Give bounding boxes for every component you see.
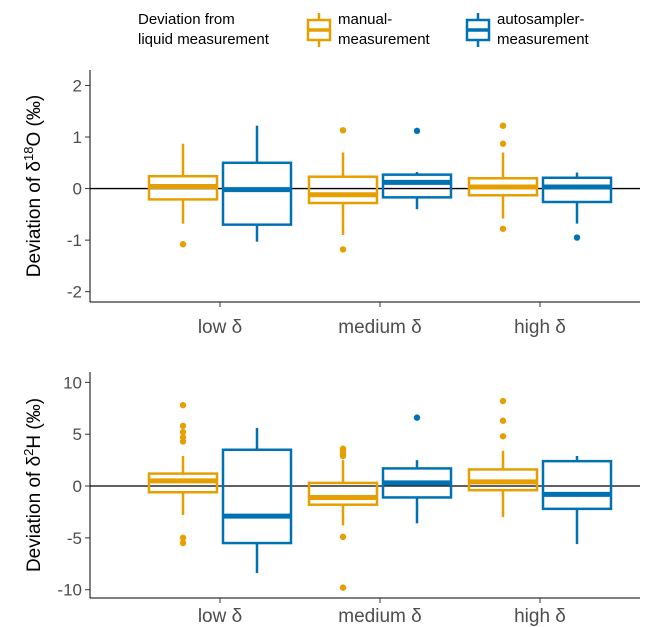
- iqr-box: [307, 175, 379, 205]
- iqr-box: [221, 448, 293, 545]
- box-manual-0: [147, 401, 219, 547]
- legend-label-manual-line1: manual-: [338, 11, 392, 28]
- y-tick-label: -10: [57, 581, 82, 600]
- y-tick-label: 2: [73, 76, 82, 95]
- x-tick-label: high δ: [514, 606, 566, 627]
- y-tick-label: 1: [73, 128, 82, 147]
- box-manual-1: [307, 127, 379, 253]
- outlier-point: [499, 433, 507, 440]
- outlier-point: [179, 534, 187, 542]
- y-tick-label: -2: [67, 283, 82, 302]
- box-manual-2: [467, 397, 539, 518]
- panel-d2h: Deviation of δ2H (‰) 10 5 0 -5 -10 low δ medium…: [21, 372, 640, 627]
- y-tick-label: -1: [67, 231, 82, 250]
- x-tick-label: medium δ: [338, 317, 421, 338]
- outlier-point: [499, 140, 507, 147]
- outlier-point: [499, 417, 507, 424]
- legend-item-manual: manual- measurement: [306, 11, 431, 48]
- outlier-point: [179, 401, 187, 409]
- legend-item-autosampler: autosampler- measurement: [465, 11, 590, 48]
- outlier-point: [499, 397, 507, 405]
- iqr-box: [541, 459, 613, 511]
- y-axis-label-rest: H (‰): [24, 398, 45, 449]
- outlier-point: [339, 246, 347, 253]
- y-tick-label: 5: [73, 425, 82, 444]
- box-manual-0: [147, 143, 219, 248]
- outlier-point: [179, 539, 187, 547]
- legend-title-line2: liquid measurement: [138, 31, 270, 48]
- box-autosampler-2: [541, 172, 613, 241]
- legend-key-autosampler-icon: [465, 13, 491, 47]
- iqr-box: [307, 481, 379, 506]
- legend-label-autosampler-line1: autosampler-: [497, 11, 585, 28]
- y-tick-label: 0: [73, 180, 82, 199]
- x-tick-label: high δ: [514, 317, 566, 338]
- y-tick-label: -5: [67, 529, 82, 548]
- outlier-point: [179, 422, 187, 430]
- x-tick-label: low δ: [198, 606, 242, 627]
- y-tick-label: 10: [63, 373, 82, 392]
- legend-title-line1: Deviation from: [138, 11, 235, 28]
- outlier-point: [339, 533, 347, 541]
- y-tick-label: 0: [73, 477, 82, 496]
- box-autosampler-2: [541, 455, 613, 545]
- outlier-point: [413, 127, 421, 135]
- outlier-point: [499, 122, 507, 129]
- legend-label-autosampler-line2: measurement: [497, 31, 590, 48]
- y-axis-label-rest: O (‰): [24, 95, 45, 147]
- outlier-point: [339, 584, 347, 591]
- y-axis-label-main: Deviation of δ: [24, 161, 45, 277]
- outlier-point: [499, 225, 507, 232]
- legend-key-manual-icon: [306, 13, 332, 47]
- box-autosampler-1: [381, 414, 453, 524]
- box-autosampler-0: [221, 427, 293, 574]
- legend: Deviation from liquid measurement manual…: [138, 11, 590, 48]
- outlier-point: [179, 241, 187, 248]
- outlier-point: [339, 452, 347, 460]
- box-manual-1: [307, 445, 379, 591]
- x-tick-label: low δ: [198, 317, 242, 338]
- y-axis-label-superscript: 2: [21, 449, 36, 456]
- y-axis-label: Deviation of δ2H (‰): [21, 398, 46, 572]
- iqr-box: [221, 161, 293, 226]
- panel-d18o: Deviation of δ18O (‰) 2 1 0 -1 -2 low δ medium …: [21, 70, 640, 338]
- x-tick-label: medium δ: [338, 606, 421, 627]
- y-axis-label: Deviation of δ18O (‰): [21, 95, 46, 277]
- y-axis-label-superscript: 18: [21, 147, 36, 161]
- iqr-box: [541, 176, 613, 204]
- box-autosampler-1: [381, 127, 453, 210]
- outlier-point: [179, 438, 187, 445]
- outlier-point: [413, 414, 421, 421]
- outlier-point: [179, 428, 187, 436]
- box-autosampler-0: [221, 125, 293, 242]
- outlier-point: [573, 234, 581, 241]
- outlier-point: [339, 127, 347, 134]
- iqr-box: [381, 173, 453, 199]
- legend-label-manual-line2: measurement: [338, 31, 431, 48]
- box-manual-2: [467, 122, 539, 232]
- y-axis-label-main: Deviation of δ: [24, 456, 45, 572]
